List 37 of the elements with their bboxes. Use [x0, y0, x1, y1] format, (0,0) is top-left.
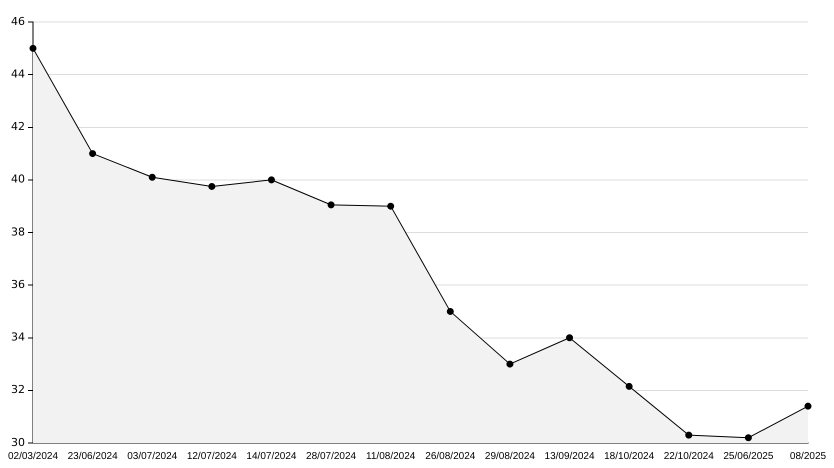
x-tick-label: 25/06/2025 [723, 450, 774, 462]
x-tick-label: 08/2025 [790, 450, 827, 462]
y-tick-label: 42 [10, 120, 25, 134]
point [804, 402, 812, 410]
x-tick-label: 11/08/2024 [366, 450, 416, 462]
y-tick-label: 36 [10, 278, 25, 291]
y-tick-label: 30 [10, 436, 25, 449]
point [89, 150, 96, 158]
y-tick-label: 38 [10, 225, 25, 238]
y-tick-label: 46 [10, 14, 25, 28]
y-tick-label: 32 [10, 383, 25, 396]
point [387, 202, 394, 210]
x-tick-label: 13/09/2024 [544, 450, 595, 462]
x-tick-label: 02/03/2024 [8, 450, 58, 462]
x-tick-label: 22/10/2024 [664, 450, 714, 462]
point [208, 182, 216, 190]
x-tick-label: 28/07/2024 [306, 450, 357, 462]
point [626, 382, 633, 390]
y-tick-label: 34 [10, 330, 25, 344]
point [148, 174, 156, 181]
point [29, 44, 36, 52]
point [446, 308, 454, 315]
x-tick-label: 26/08/2024 [425, 450, 476, 462]
point [685, 432, 692, 439]
x-tick-label: 18/10/2024 [604, 450, 655, 462]
point [328, 201, 335, 208]
x-tick-label: 29/08/2024 [484, 450, 536, 462]
y-tick-label: 40 [10, 172, 25, 186]
point [268, 176, 275, 184]
x-tick-label: 12/07/2024 [186, 450, 238, 462]
x-tick-label: 23/06/2024 [68, 450, 118, 462]
point [506, 360, 514, 368]
x-tick-label: 14/07/2024 [246, 450, 297, 462]
point [744, 434, 752, 442]
point [566, 334, 574, 342]
x-tick-label: 03/07/2024 [127, 450, 178, 462]
y-tick-label: 44 [10, 67, 25, 80]
